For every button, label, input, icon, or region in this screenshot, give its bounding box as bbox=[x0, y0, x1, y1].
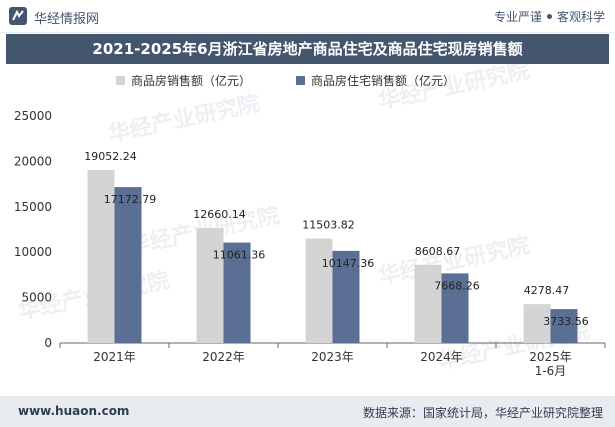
tagline-2: 客观科学 bbox=[556, 10, 605, 24]
x-tick-label-2: 2023年 bbox=[311, 350, 354, 364]
watermark-1: 华经产业研究院 bbox=[376, 64, 532, 115]
watermark-0: 华经产业研究院 bbox=[106, 90, 262, 147]
top-bar: 华经情报网 专业严谨 客观科学 bbox=[0, 0, 615, 33]
data-label-s1-0: 17172.79 bbox=[104, 193, 157, 206]
bar-s1-1 bbox=[223, 242, 251, 343]
y-tick-4: 20000 bbox=[14, 154, 52, 168]
y-tick-3: 15000 bbox=[14, 200, 52, 214]
tagline-1: 专业严谨 bbox=[493, 10, 542, 24]
data-label-s1-1: 11061.36 bbox=[213, 249, 266, 262]
bar-s0-4 bbox=[523, 304, 551, 343]
chart-title: 2021-2025年6月浙江省房地产商品住宅及商品住宅现房销售额 bbox=[6, 34, 609, 64]
brand-name: 华经情报网 bbox=[34, 12, 100, 27]
x-tick-label-4: 2025年 1-6月 bbox=[529, 350, 572, 378]
dot-separator bbox=[546, 14, 552, 19]
y-tick-1: 5000 bbox=[21, 291, 52, 305]
bar-s1-0 bbox=[114, 187, 142, 343]
footer-url[interactable]: www.huaon.com bbox=[18, 404, 130, 418]
legend-label-0: 商品房销售额（亿元） bbox=[131, 73, 251, 88]
bar-s1-2 bbox=[332, 250, 360, 343]
data-label-s1-4: 3733.56 bbox=[543, 315, 589, 328]
bar-s1-3 bbox=[441, 273, 469, 343]
y-tick-5: 25000 bbox=[14, 109, 52, 123]
legend-label-1: 商品房住宅销售额（亿元） bbox=[311, 73, 455, 88]
bar-s0-0 bbox=[87, 170, 115, 343]
bar-chart: 华经产业研究院华经产业研究院华经产业研究院华经产业研究院华经产业研究院华经产业研… bbox=[14, 64, 606, 378]
y-tick-2: 10000 bbox=[14, 245, 52, 259]
data-label-s0-1: 12660.14 bbox=[193, 208, 246, 221]
y-tick-0: 0 bbox=[44, 336, 52, 350]
bar-s0-3 bbox=[414, 264, 442, 343]
x-tick-label-0: 2021年 bbox=[93, 350, 136, 364]
x-tick-label-3: 2024年 bbox=[420, 350, 463, 364]
legend-swatch-0 bbox=[116, 76, 125, 85]
x-tick-label-1: 2022年 bbox=[202, 350, 245, 364]
data-label-s0-2: 11503.82 bbox=[302, 219, 355, 232]
footer: www.huaon.com 数据来源：国家统计局，华经产业研究院整理 bbox=[0, 396, 615, 427]
tagline: 专业严谨 客观科学 bbox=[494, 8, 605, 25]
bar-s0-1 bbox=[196, 228, 224, 343]
huajing-logo-icon bbox=[9, 7, 27, 25]
data-label-s0-4: 4278.47 bbox=[524, 284, 570, 297]
bar-s0-2 bbox=[305, 238, 333, 343]
legend-swatch-1 bbox=[296, 76, 305, 85]
footer-source: 数据来源：国家统计局，华经产业研究院整理 bbox=[362, 406, 603, 420]
data-label-s0-3: 8608.67 bbox=[415, 245, 461, 258]
data-label-s0-0: 19052.24 bbox=[84, 150, 137, 163]
data-label-s1-2: 10147.36 bbox=[322, 257, 375, 270]
bar-s1-4 bbox=[550, 309, 578, 343]
data-label-s1-3: 7668.26 bbox=[434, 279, 480, 292]
